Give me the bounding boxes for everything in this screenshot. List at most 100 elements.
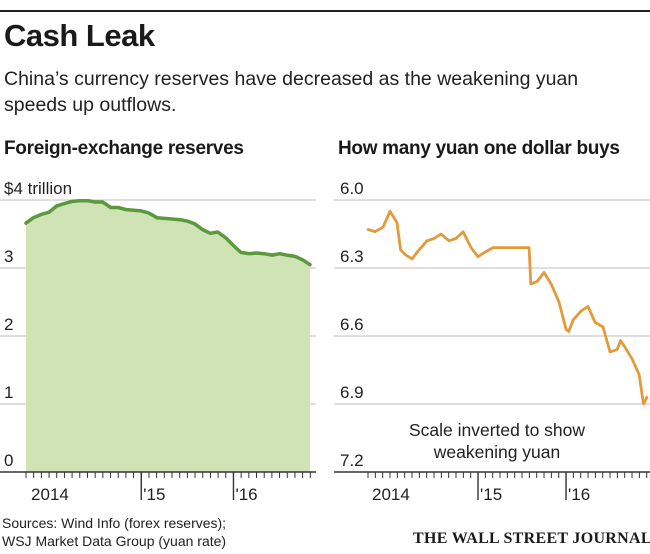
reserves-data-point xyxy=(202,229,204,231)
yuan-data-point xyxy=(506,246,508,249)
reserves-data-point xyxy=(147,212,150,214)
reserves-panel-title: Foreign-exchange reserves xyxy=(4,138,244,159)
yuan-data-point xyxy=(462,230,464,233)
reserves-data-point xyxy=(133,209,135,211)
reserves-xtick-label: '16 xyxy=(235,485,257,504)
reserves-data-point xyxy=(170,218,173,220)
yuan-ytick-label: 7.2 xyxy=(340,451,364,470)
reserves-ytick-label: 3 xyxy=(4,247,13,266)
yuan-ytick-label: 6.9 xyxy=(340,383,364,402)
yuan-data-point xyxy=(396,221,398,224)
yuan-data-point xyxy=(558,301,560,303)
chart-title: Cash Leak xyxy=(4,18,155,53)
yuan-data-point xyxy=(448,240,450,242)
yuan-xtick-label: '15 xyxy=(480,485,502,504)
yuan-data-point xyxy=(619,339,622,342)
yuan-xtick-label: 2014 xyxy=(372,485,410,504)
reserves-data-point xyxy=(255,252,258,254)
reserves-data-point xyxy=(32,216,35,219)
yuan-data-point xyxy=(616,348,618,351)
reserves-data-point xyxy=(101,201,104,203)
reserves-data-point xyxy=(225,237,227,239)
reserves-ytick-label: $4 trillion xyxy=(4,179,72,198)
reserves-area-fill xyxy=(26,200,310,472)
reserves-data-point xyxy=(40,213,43,216)
reserves-data-point xyxy=(78,199,81,202)
reserves-data-point xyxy=(309,263,311,266)
yuan-data-point xyxy=(499,246,501,249)
yuan-data-point xyxy=(399,249,402,251)
reserves-data-point xyxy=(294,255,297,258)
yuan-data-point xyxy=(638,373,640,376)
reserves-data-point xyxy=(124,208,127,211)
source-line-1: Sources: Wind Info (forex reserves); xyxy=(2,515,227,531)
yuan-data-point xyxy=(374,230,376,233)
yuan-data-point xyxy=(484,251,486,253)
reserves-data-point xyxy=(140,210,143,212)
yuan-data-point xyxy=(543,271,545,274)
yuan-data-point xyxy=(530,283,532,285)
chart-subtitle: China’s currency reserves have decreased… xyxy=(4,68,579,116)
yuan-data-point xyxy=(367,228,369,231)
reserves-data-point xyxy=(186,220,189,222)
yuan-data-point xyxy=(455,237,457,240)
yuan-data-point xyxy=(389,210,391,213)
yuan-data-point xyxy=(536,280,538,283)
reserves-data-point xyxy=(117,206,119,209)
reserves-data-point xyxy=(232,244,235,247)
reserves-data-point xyxy=(248,252,250,255)
reserves-data-point xyxy=(87,199,89,202)
reserves-data-point xyxy=(55,205,58,207)
reserves-series-line xyxy=(24,198,312,267)
yuan-data-point xyxy=(609,351,611,353)
reserves-data-point xyxy=(156,216,158,219)
yuan-data-point xyxy=(514,246,516,249)
yuan-annotation: Scale inverted to show xyxy=(409,420,585,440)
reserves-data-point xyxy=(263,252,265,255)
reserves-data-point xyxy=(25,222,27,224)
reserves-data-point xyxy=(217,231,219,233)
yuan-data-point xyxy=(567,330,570,333)
reserves-xtick-label: 2014 xyxy=(31,485,69,504)
reserves-data-point xyxy=(94,201,96,203)
reserves-data-point xyxy=(163,217,166,220)
reserves-data-point xyxy=(240,251,242,254)
yuan-data-point xyxy=(602,326,604,328)
yuan-data-point xyxy=(572,319,574,321)
yuan-data-point xyxy=(642,403,645,405)
reserves-data-point xyxy=(278,252,281,255)
reserves-xtick-label: '15 xyxy=(143,485,165,504)
yuan-data-point xyxy=(426,240,428,242)
yuan-data-point xyxy=(433,237,435,240)
yuan-panel-title: How many yuan one dollar buys xyxy=(338,138,620,159)
reserves-data-point xyxy=(286,254,288,256)
yuan-data-point xyxy=(404,253,406,256)
yuan-data-point xyxy=(550,283,552,285)
yuan-ytick-label: 6.6 xyxy=(340,315,364,334)
wsj-logo: THE WALL STREET JOURNAL. xyxy=(413,530,650,547)
reserves-ytick-label: 1 xyxy=(4,383,13,402)
reserves-data-point xyxy=(71,200,73,203)
yuan-ytick-label: 6.3 xyxy=(340,247,364,266)
reserves-ytick-label: 0 xyxy=(4,451,13,470)
yuan-data-point xyxy=(477,255,479,258)
yuan-data-point xyxy=(580,310,582,312)
yuan-data-point xyxy=(594,321,596,324)
yuan-annotation: weakening yuan xyxy=(433,442,560,462)
yuan-xtick-label: '16 xyxy=(568,485,590,504)
reserves-data-point xyxy=(179,218,181,221)
yuan-data-point xyxy=(440,233,442,235)
yuan-series-line xyxy=(366,209,649,406)
source-line-2: WSJ Market Data Group (yuan rate) xyxy=(2,533,227,549)
yuan-data-point xyxy=(492,246,494,249)
reserves-data-point xyxy=(209,232,212,235)
source-note: Sources: Wind Info (forex reserves); WSJ… xyxy=(2,514,226,550)
reserves-data-point xyxy=(110,206,112,209)
reserves-ytick-label: 2 xyxy=(4,315,13,334)
yuan-ytick-label: 6.0 xyxy=(340,179,364,198)
yuan-data-point xyxy=(521,246,523,249)
reserves-data-point xyxy=(48,211,50,213)
yuan-data-point xyxy=(565,328,567,331)
yuan-data-point xyxy=(624,346,626,349)
